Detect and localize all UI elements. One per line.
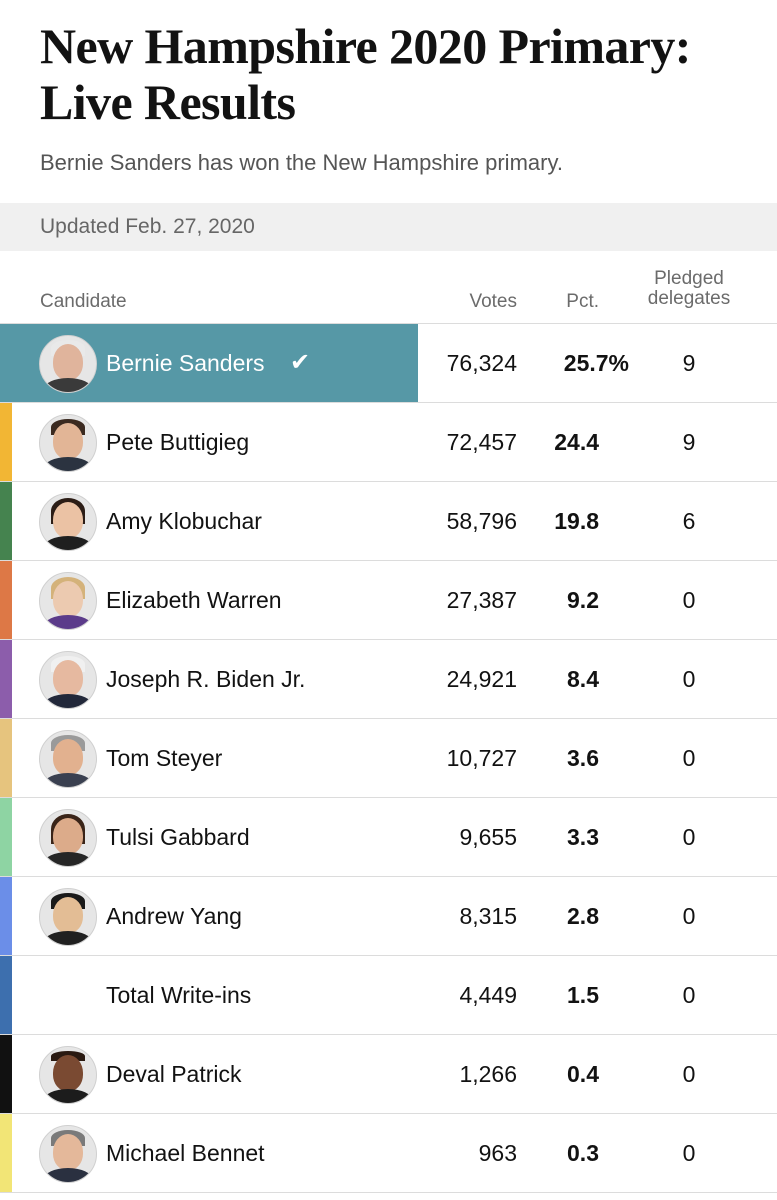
candidate-photo-patrick [39, 1046, 97, 1104]
candidate-name: Joseph R. Biden Jr. [106, 666, 306, 692]
results-table-header: Candidate Votes Pct. Pledged delegates [0, 251, 777, 324]
delegates-value: 0 [682, 824, 696, 850]
page-header: New Hampshire 2020 Primary: Live Results… [0, 0, 777, 178]
table-row-gabbard: Tulsi Gabbard 9,655 3.3 0 [0, 798, 777, 877]
delegates-value: 0 [682, 982, 696, 1008]
table-row-biden: Joseph R. Biden Jr. 24,921 8.4 0 [0, 640, 777, 719]
table-row-bennet: Michael Bennet 963 0.3 0 [0, 1114, 777, 1193]
candidate-name: Total Write-ins [106, 982, 252, 1008]
title-line-1: New Hampshire 2020 Primary: [40, 18, 691, 74]
pct-value: 19.8 [554, 508, 599, 534]
candidate-name: Tom Steyer [106, 745, 223, 771]
candidate-photo-yang [39, 888, 97, 946]
votes-value: 8,315 [459, 903, 517, 929]
candidate-name: Tulsi Gabbard [106, 824, 250, 850]
column-header-delegates-line2: delegates [647, 288, 731, 309]
delegates-value: 6 [682, 508, 696, 534]
table-row-yang: Andrew Yang 8,315 2.8 0 [0, 877, 777, 956]
candidate-color-strip [0, 719, 12, 797]
table-row-sanders: Bernie Sanders ✔ 76,324 25.7% 9 [0, 324, 777, 403]
votes-value: 76,324 [446, 350, 517, 376]
candidate-name: Andrew Yang [106, 903, 242, 929]
title-line-2: Live Results [40, 74, 296, 130]
page-title: New Hampshire 2020 Primary: Live Results [40, 18, 737, 130]
candidate-color-strip [0, 482, 12, 560]
candidate-photo-warren [39, 572, 97, 630]
column-header-delegates-line1: Pledged [654, 268, 724, 289]
candidate-color-strip [0, 877, 12, 955]
table-row-buttigieg: Pete Buttigieg 72,457 24.4 9 [0, 403, 777, 482]
table-row-patrick: Deval Patrick 1,266 0.4 0 [0, 1035, 777, 1114]
candidate-photo-buttigieg [39, 414, 97, 472]
candidate-color-strip [0, 561, 12, 639]
pct-value: 2.8 [567, 903, 599, 929]
delegates-value: 0 [682, 666, 696, 692]
candidate-photo-klobuchar [39, 493, 97, 551]
votes-value: 27,387 [446, 587, 517, 613]
table-row-klobuchar: Amy Klobuchar 58,796 19.8 6 [0, 482, 777, 561]
delegates-value: 9 [682, 429, 696, 455]
column-header-votes: Votes [469, 291, 517, 312]
page-subtitle: Bernie Sanders has won the New Hampshire… [40, 150, 563, 175]
results-table: Bernie Sanders ✔ 76,324 25.7% 9 Pete But… [0, 324, 777, 1193]
delegates-value: 0 [682, 587, 696, 613]
candidate-photo-biden [39, 651, 97, 709]
table-row-steyer: Tom Steyer 10,727 3.6 0 [0, 719, 777, 798]
candidate-color-strip [0, 403, 12, 481]
pct-value: 3.3 [567, 824, 599, 850]
candidate-name: Bernie Sanders [106, 350, 265, 376]
candidate-color-strip [0, 956, 12, 1034]
candidate-name: Deval Patrick [106, 1061, 242, 1087]
pct-value: 25.7% [563, 350, 629, 376]
pct-value: 3.6 [567, 745, 599, 771]
candidate-color-strip [0, 1035, 12, 1113]
votes-value: 72,457 [446, 429, 517, 455]
candidate-name: Pete Buttigieg [106, 429, 250, 455]
candidate-name: Michael Bennet [106, 1140, 265, 1166]
votes-value: 24,921 [446, 666, 517, 692]
candidate-photo-bennet [39, 1125, 97, 1183]
candidate-color-strip [0, 640, 12, 718]
candidate-photo-steyer [39, 730, 97, 788]
pct-value: 0.4 [567, 1061, 599, 1087]
pct-value: 9.2 [567, 587, 599, 613]
candidate-color-strip [0, 1114, 12, 1192]
candidate-name: Amy Klobuchar [106, 508, 262, 534]
updated-timestamp: Updated Feb. 27, 2020 [0, 203, 777, 251]
pct-value: 24.4 [554, 429, 599, 455]
table-row-writeins: Total Write-ins 4,449 1.5 0 [0, 956, 777, 1035]
table-row-warren: Elizabeth Warren 27,387 9.2 0 [0, 561, 777, 640]
column-header-candidate: Candidate [40, 291, 127, 312]
votes-value: 10,727 [446, 745, 517, 771]
candidate-name: Elizabeth Warren [106, 587, 282, 613]
votes-value: 58,796 [446, 508, 517, 534]
votes-value: 4,449 [459, 982, 517, 1008]
candidate-photo-sanders [39, 335, 97, 393]
votes-value: 9,655 [459, 824, 517, 850]
delegates-value: 0 [682, 1061, 696, 1087]
pct-value: 8.4 [567, 666, 599, 692]
pct-value: 1.5 [567, 982, 599, 1008]
delegates-value: 9 [682, 350, 696, 376]
column-header-pct: Pct. [566, 291, 599, 312]
votes-value: 1,266 [459, 1061, 517, 1087]
delegates-value: 0 [682, 1140, 696, 1166]
votes-value: 963 [478, 1140, 517, 1166]
delegates-value: 0 [682, 745, 696, 771]
candidate-color-strip [0, 798, 12, 876]
delegates-value: 0 [682, 903, 696, 929]
candidate-photo-gabbard [39, 809, 97, 867]
winner-check-icon: ✔ [290, 349, 311, 376]
pct-value: 0.3 [567, 1140, 599, 1166]
column-header-delegates: Pledged delegates [639, 269, 739, 309]
